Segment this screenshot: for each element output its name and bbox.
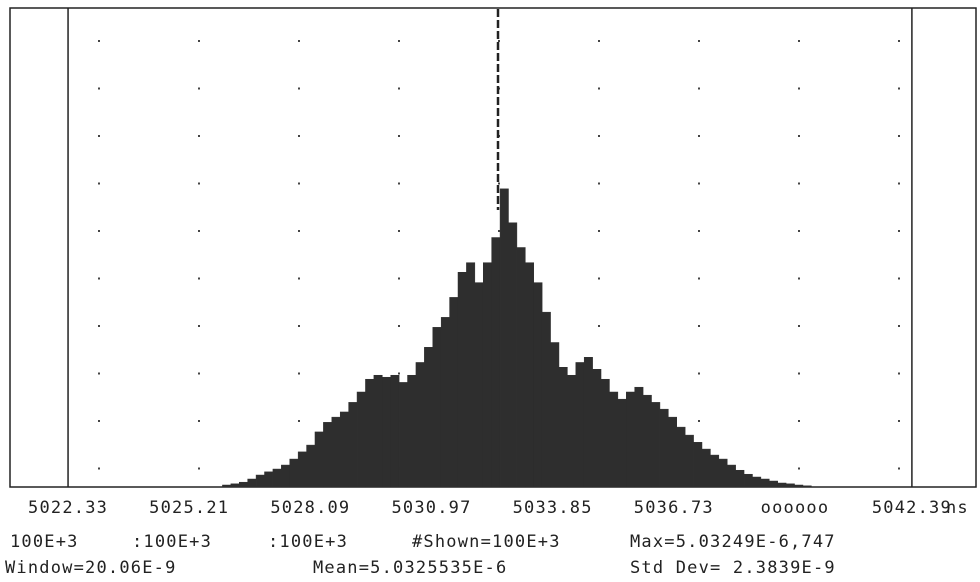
histogram-bar <box>701 448 711 488</box>
histogram-bar <box>558 367 568 488</box>
histogram-bar <box>264 471 274 488</box>
histogram-bar <box>440 317 450 488</box>
histogram-bar <box>541 311 551 488</box>
histogram-bar <box>609 391 619 488</box>
histogram-bar <box>668 416 678 488</box>
histogram-bar <box>718 458 728 488</box>
histogram-bar <box>306 444 316 488</box>
histogram-bar <box>743 473 753 488</box>
histogram-bar <box>525 262 534 488</box>
histogram-bar <box>600 378 610 488</box>
histogram-bar <box>348 402 358 488</box>
x-tick-label: 5028.09 <box>270 498 350 518</box>
histogram-bar <box>474 282 484 488</box>
readout: #Shown=100E+3 <box>412 532 561 552</box>
histogram-bar <box>567 374 577 488</box>
histogram-bar <box>230 483 240 488</box>
histogram-bar <box>592 368 602 488</box>
x-tick-label: oooooo <box>761 498 830 518</box>
histogram-bar <box>642 394 652 488</box>
histogram-bar <box>457 271 467 488</box>
histogram-bar <box>482 262 492 488</box>
histogram-bar <box>373 374 383 488</box>
x-tick-label: 5025.21 <box>149 498 229 518</box>
histogram-bar <box>533 282 543 488</box>
histogram-bar <box>575 362 585 488</box>
histogram-bar <box>550 342 560 488</box>
histogram-bar <box>415 362 425 488</box>
histogram-bar <box>802 485 812 488</box>
readout: Mean=5.0325535E-6 <box>313 558 507 578</box>
histogram-bar <box>735 469 745 488</box>
readout: :100E+3 <box>132 532 212 552</box>
histogram-bar <box>651 402 661 488</box>
histogram-bar <box>255 474 265 488</box>
histogram-bar <box>499 188 509 488</box>
histogram-bar <box>382 376 391 488</box>
histogram-bar <box>365 378 375 488</box>
histogram-bar <box>693 442 703 488</box>
readout: :100E+3 <box>268 532 348 552</box>
histogram-bar <box>516 247 526 488</box>
histogram-bar <box>314 431 324 488</box>
histogram-bar <box>583 357 593 488</box>
histogram-bar <box>626 391 635 488</box>
histogram-bar <box>281 464 290 488</box>
readout: Max=5.03249E-6 <box>630 532 790 552</box>
readout: 100E+3 <box>10 532 79 552</box>
histogram-bar <box>659 408 669 488</box>
histogram-bar <box>432 327 442 488</box>
histogram-bar <box>684 434 694 488</box>
x-tick-label: 5036.73 <box>634 498 714 518</box>
histogram-bar <box>222 484 232 488</box>
x-tick-label: 5033.85 <box>513 498 593 518</box>
histogram-bar <box>272 468 282 488</box>
readout: ,747 <box>790 532 836 552</box>
histogram-bar <box>777 482 787 488</box>
histogram-bar <box>331 416 341 488</box>
histogram-bar <box>323 422 333 488</box>
histogram-bar <box>239 481 248 488</box>
histogram-bar <box>760 478 770 488</box>
x-axis-unit: ns <box>946 498 969 518</box>
histogram-bar <box>491 237 501 488</box>
histogram-bar <box>726 464 736 488</box>
histogram-bar <box>407 374 417 488</box>
histogram-bar <box>356 391 366 488</box>
histogram-bar <box>289 458 299 488</box>
histogram-bar <box>297 451 307 488</box>
histogram-bar <box>794 484 804 488</box>
histogram-bar <box>617 398 627 488</box>
histogram-bar <box>676 426 686 488</box>
histogram-bar <box>785 483 795 488</box>
histogram-bar <box>634 386 644 488</box>
histogram-bar <box>449 297 459 488</box>
readout: Std Dev= 2.3839E-9 <box>630 558 836 578</box>
histogram-bar <box>466 262 476 488</box>
histogram-bar <box>398 382 408 488</box>
histogram-bar <box>710 454 720 488</box>
histogram-bar <box>752 476 762 488</box>
histogram-bar <box>769 480 778 488</box>
x-tick-label: 5022.33 <box>28 498 108 518</box>
x-tick-label: 5030.97 <box>391 498 471 518</box>
readout: Window=20.06E-9 <box>5 558 177 578</box>
histogram-bar <box>247 478 257 488</box>
histogram-bar <box>508 222 518 488</box>
histogram-bar <box>424 347 434 488</box>
histogram <box>222 188 812 488</box>
histogram-bar <box>390 374 400 488</box>
histogram-bar <box>339 411 349 488</box>
x-tick-label: 5042.39 <box>872 498 952 518</box>
